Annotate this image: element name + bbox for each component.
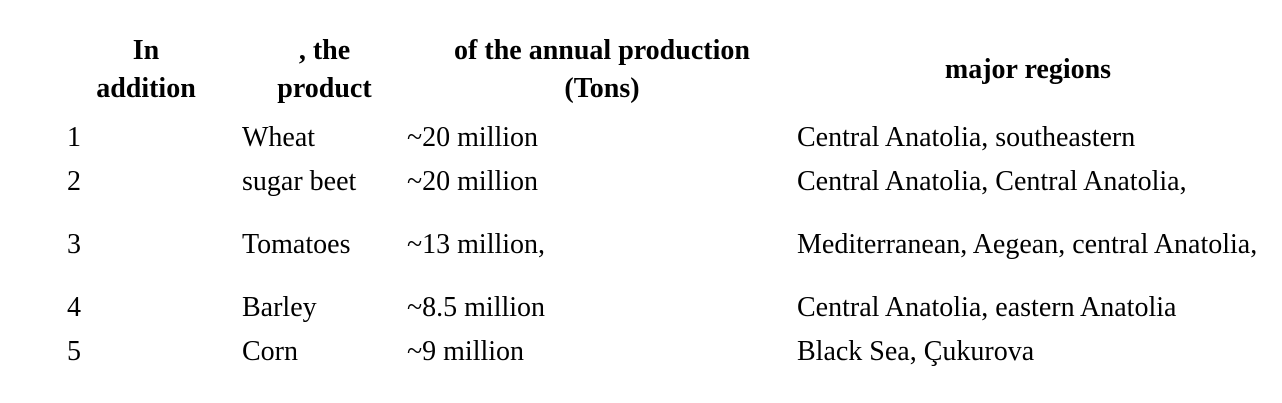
rank-cell: 5 <box>67 336 81 367</box>
table-row: 4 Barley ~8.5 million Central Anatolia, … <box>50 286 1259 330</box>
production-cell: ~20 million <box>407 166 539 197</box>
product-cell: Barley <box>242 292 317 323</box>
rank-cell: 3 <box>67 229 81 260</box>
table-header-row: In addition , the product of the annual … <box>50 28 1259 116</box>
regions-cell: Central Anatolia, Central Anatolia, <box>797 166 1187 197</box>
regions-cell: Black Sea, Çukurova <box>797 336 1035 367</box>
product-cell: Wheat <box>242 122 316 153</box>
header-product: , the product <box>277 35 372 104</box>
table-row: 2 sugar beet ~20 million Central Anatoli… <box>50 160 1259 204</box>
table-row: 3 Tomatoes ~13 million, Mediterranean, A… <box>50 204 1259 286</box>
production-cell: ~13 million, <box>407 229 546 260</box>
product-cell: Corn <box>242 336 298 367</box>
regions-cell: Mediterranean, Aegean, central Anatolia, <box>797 229 1258 260</box>
header-production: of the annual production (Tons) <box>454 35 750 104</box>
product-cell: sugar beet <box>242 166 357 197</box>
production-cell: ~9 million <box>407 336 525 367</box>
rank-cell: 1 <box>67 122 81 153</box>
header-regions: major regions <box>944 54 1112 85</box>
production-cell: ~8.5 million <box>407 292 546 323</box>
header-rank: In addition <box>96 35 196 104</box>
table-row: 5 Corn ~9 million Black Sea, Çukurova <box>50 330 1259 374</box>
production-table: In addition , the product of the annual … <box>50 28 1259 374</box>
production-cell: ~20 million <box>407 122 539 153</box>
rank-cell: 2 <box>67 166 81 197</box>
table-row: 1 Wheat ~20 million Central Anatolia, so… <box>50 116 1259 160</box>
product-cell: Tomatoes <box>242 229 351 260</box>
regions-cell: Central Anatolia, southeastern <box>797 122 1136 153</box>
rank-cell: 4 <box>67 292 81 323</box>
regions-cell: Central Anatolia, eastern Anatolia <box>797 292 1177 323</box>
